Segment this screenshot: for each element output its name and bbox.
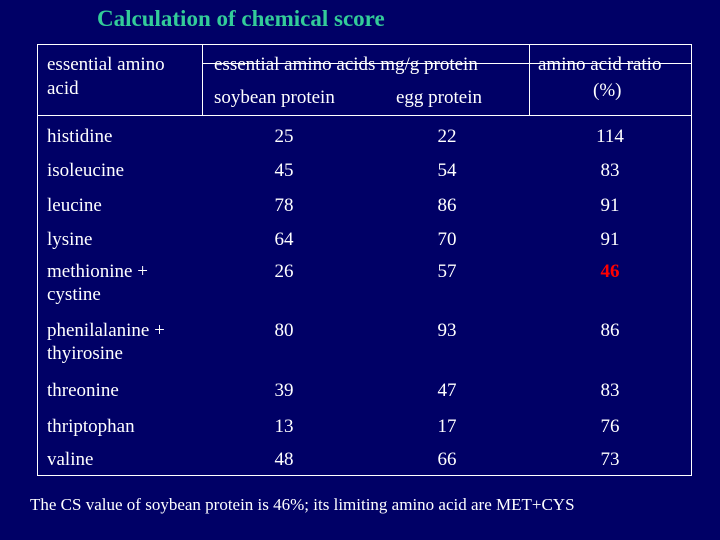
soybean-value: 80 — [274, 320, 294, 341]
chemical-score-table: essential amino acid essential amino aci… — [37, 44, 692, 476]
soybean-value: 25 — [274, 126, 294, 147]
soybean-value: 78 — [274, 195, 294, 216]
ratio-value: 86 — [600, 320, 620, 341]
ratio-value: 73 — [600, 449, 620, 470]
amino-acid-name: phenilalanine + — [47, 320, 165, 341]
ratio-value: 76 — [600, 416, 620, 437]
header-egg: egg protein — [396, 87, 483, 108]
ratio-value: 91 — [600, 229, 620, 250]
header-ratio-2: (%) — [593, 80, 622, 101]
amino-acid-name: thyirosine — [47, 343, 123, 364]
header-amino-acid-1: essential amino — [47, 54, 165, 75]
egg-value: 66 — [437, 449, 457, 470]
egg-value: 70 — [437, 229, 457, 250]
amino-acid-name: histidine — [47, 126, 113, 147]
soybean-value: 45 — [274, 160, 294, 181]
egg-value: 86 — [437, 195, 457, 216]
footnote: The CS value of soybean protein is 46%; … — [30, 495, 575, 514]
amino-acid-name: threonine — [47, 380, 119, 401]
soybean-value: 13 — [274, 416, 294, 437]
ratio-value: 114 — [596, 126, 624, 147]
egg-value: 47 — [437, 380, 457, 401]
ratio-value: 83 — [600, 160, 620, 181]
header-divider — [38, 115, 692, 116]
egg-value: 17 — [437, 416, 457, 437]
ratio-value: 83 — [600, 380, 620, 401]
amino-acid-name: isoleucine — [47, 160, 125, 181]
header-ratio-1: amino acid ratio — [538, 54, 662, 75]
amino-acid-name: methionine + — [47, 261, 148, 282]
page-title: Calculation of chemical score — [97, 6, 385, 31]
header-mg-per-g: essential amino acids mg/g protein — [214, 54, 478, 75]
amino-acid-name: leucine — [47, 195, 102, 216]
header-soybean: soybean protein — [214, 87, 335, 108]
header-amino-acid-2: acid — [47, 78, 79, 99]
column-divider — [529, 45, 530, 115]
soybean-value: 39 — [274, 380, 294, 401]
soybean-value: 48 — [274, 449, 294, 470]
soybean-value: 26 — [274, 261, 294, 282]
ratio-value: 91 — [600, 195, 620, 216]
subheader-divider — [202, 63, 692, 64]
amino-acid-name: cystine — [47, 284, 101, 305]
egg-value: 54 — [437, 160, 457, 181]
amino-acid-name: thriptophan — [47, 416, 135, 437]
egg-value: 22 — [437, 126, 457, 147]
amino-acid-name: valine — [47, 449, 94, 470]
soybean-value: 64 — [274, 229, 294, 250]
column-divider — [202, 45, 203, 115]
ratio-value: 46 — [600, 261, 620, 282]
amino-acid-name: lysine — [47, 229, 93, 250]
egg-value: 93 — [437, 320, 457, 341]
egg-value: 57 — [437, 261, 457, 282]
